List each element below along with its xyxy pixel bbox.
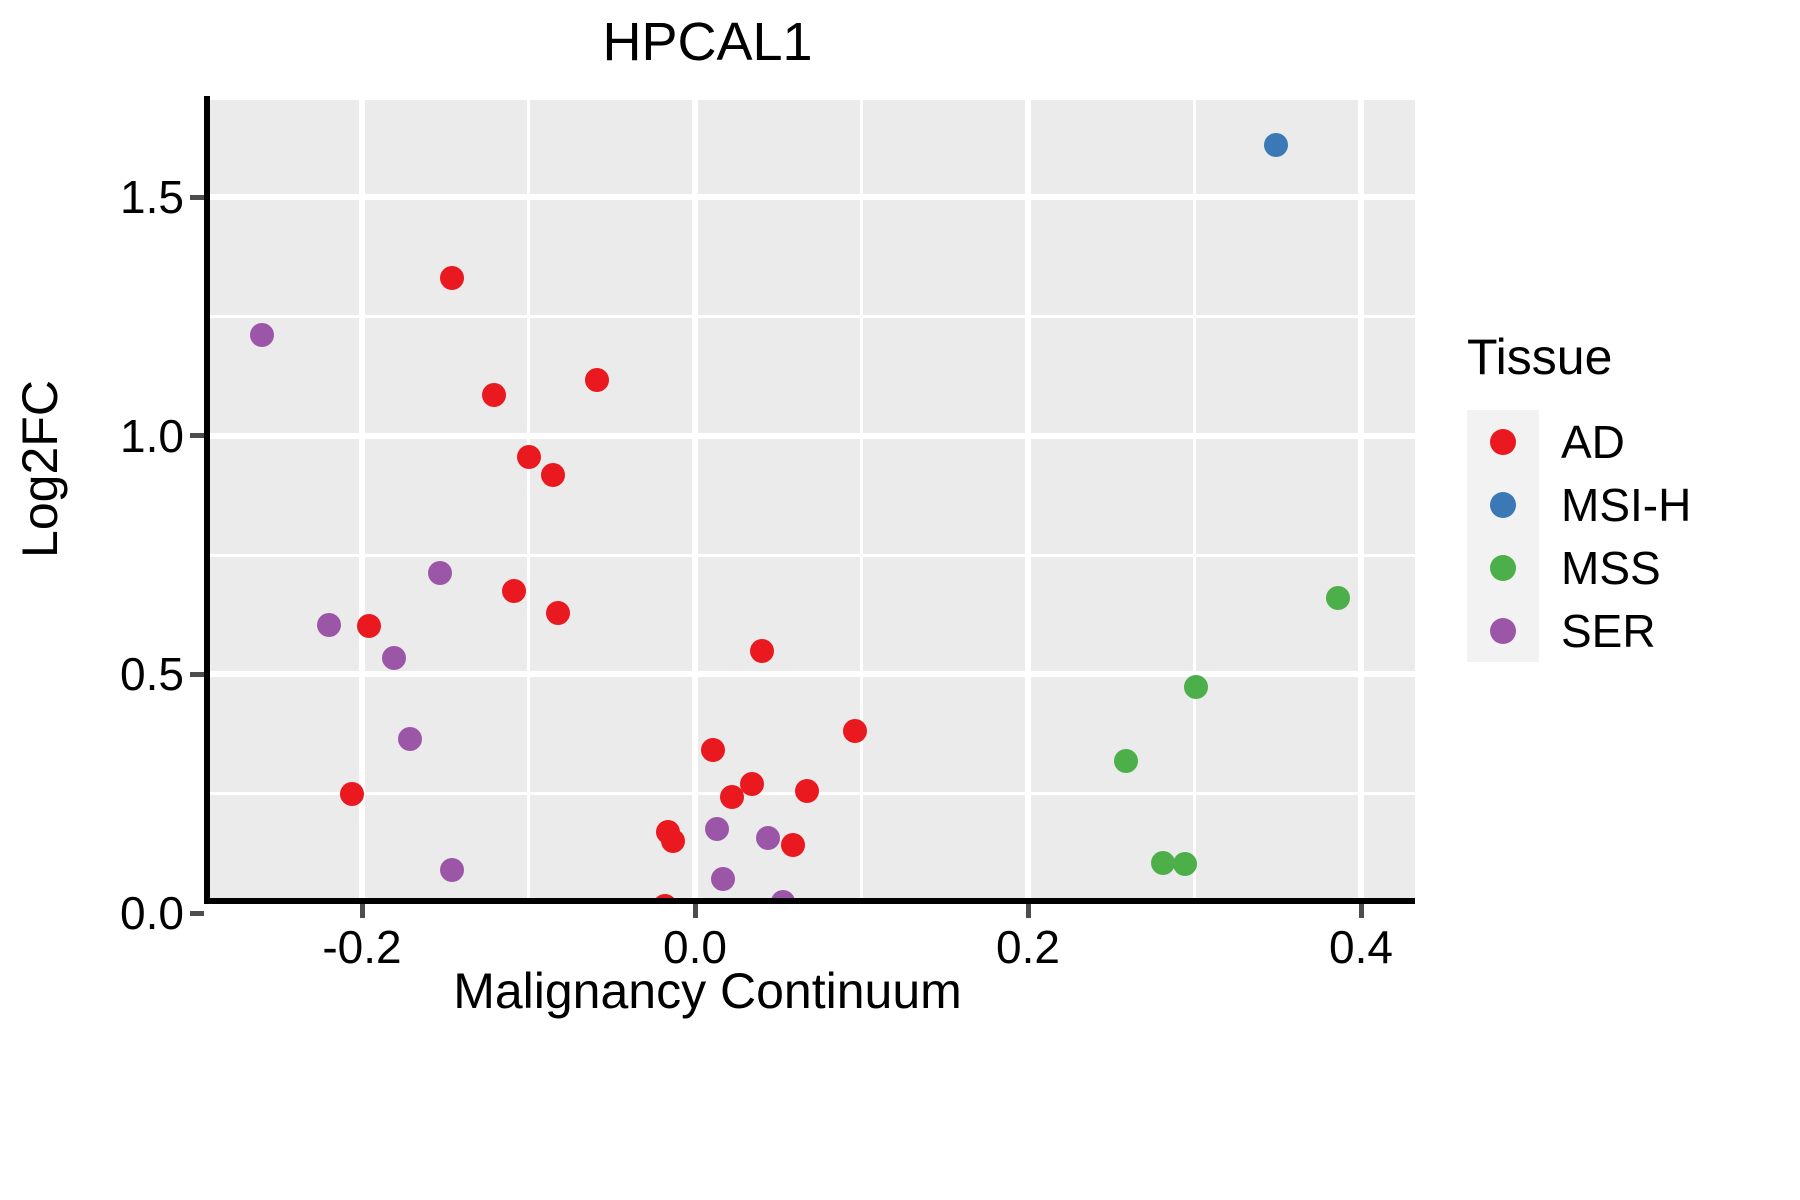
x-tick-label: 0.0 <box>663 921 727 973</box>
x-tick-label: 0.2 <box>996 921 1060 973</box>
scatter-point-ad <box>719 785 744 810</box>
scatter-point-ad <box>842 719 867 744</box>
scatter-point-ad <box>356 614 381 639</box>
legend-item-mss[interactable]: MSS <box>1455 536 1785 599</box>
legend-swatch <box>1467 599 1539 662</box>
scatter-point-ser <box>756 826 781 851</box>
y-tick <box>190 910 204 916</box>
scatter-point-ad <box>584 367 609 392</box>
legend-dot-icon <box>1490 428 1516 455</box>
scatter-point-mss <box>1172 851 1197 876</box>
x-tick <box>1025 904 1031 918</box>
scatter-point-ser <box>771 890 796 900</box>
y-axis-label: Log2FC <box>12 380 68 558</box>
scatter-point-ad <box>439 265 464 290</box>
legend-item-label: MSI-H <box>1561 478 1692 531</box>
legend-item-label: SER <box>1561 604 1656 657</box>
y-tick-label: 0.0 <box>120 887 184 939</box>
page-title: HPCAL1 <box>602 12 813 72</box>
scatter-point-ad <box>794 778 819 803</box>
scatter-point-ser <box>381 646 406 671</box>
legend-swatch <box>1467 410 1539 473</box>
y-tick <box>190 194 204 200</box>
y-tick-label: 1.0 <box>120 409 184 462</box>
y-axis-line <box>204 96 210 904</box>
legend-swatch <box>1467 473 1539 536</box>
scatter-point-ad <box>661 828 686 853</box>
x-tick <box>359 904 365 918</box>
gridline-major-x <box>1025 100 1031 900</box>
scatter-point-ad <box>739 772 764 797</box>
scatter-point-ser <box>250 322 275 347</box>
gridline-major-y <box>210 194 1415 201</box>
gridline-major-x <box>692 100 698 900</box>
legend-title: Tissue <box>1467 329 1613 385</box>
y-tick-label: 0.5 <box>120 648 184 701</box>
scatter-point-mss <box>1150 850 1175 875</box>
scatter-point-ad <box>501 578 526 603</box>
scatter-point-ser <box>704 816 729 841</box>
gridline-minor-x <box>527 100 530 900</box>
legend-dot-icon <box>1490 617 1516 644</box>
y-tick <box>190 671 204 677</box>
scatter-point-ser <box>711 867 736 892</box>
x-axis-label: Malignancy Continuum <box>453 963 962 1019</box>
gridline-minor-x <box>1193 100 1196 900</box>
scatter-point-ad <box>701 738 726 763</box>
y-tick-label: 1.5 <box>120 171 184 224</box>
x-axis-line <box>204 898 1415 904</box>
scatter-point-ad <box>749 638 774 663</box>
gridline-major-x <box>359 100 365 900</box>
legend-item-label: AD <box>1561 415 1625 468</box>
scatter-point-ad <box>546 600 571 625</box>
scatter-point-ad <box>781 832 806 857</box>
scatter-point-ad <box>340 782 364 807</box>
legend-items: AD MSI-H MSS SER <box>1455 410 1785 662</box>
scatter-point-mss <box>1114 749 1139 774</box>
gridline-minor-y <box>210 553 1415 557</box>
x-tick-label: -0.2 <box>322 921 402 973</box>
gridline-major-y <box>210 432 1415 439</box>
gridline-major-y <box>210 671 1415 678</box>
scatter-point-ad <box>481 383 506 408</box>
scatter-point-ser <box>398 726 423 751</box>
legend: Tissue AD MSI-H MSS SER <box>1455 330 1785 662</box>
legend-item-ad[interactable]: AD <box>1455 410 1785 473</box>
x-tick <box>692 904 698 918</box>
plot-panel <box>210 100 1415 900</box>
scatter-point-mss <box>1184 675 1209 700</box>
legend-dot-icon <box>1490 554 1516 581</box>
gridline-major-x <box>1358 100 1364 900</box>
legend-dot-icon <box>1490 491 1516 518</box>
legend-item-label: MSS <box>1561 541 1661 594</box>
gridline-minor-y <box>210 314 1415 318</box>
scatter-point-ser <box>316 612 341 637</box>
x-tick <box>1358 904 1364 918</box>
x-tick-label: 0.4 <box>1329 921 1393 973</box>
legend-item-msi-h[interactable]: MSI-H <box>1455 473 1785 536</box>
scatter-point-ser <box>428 560 453 585</box>
gridline-minor-x <box>860 100 863 900</box>
scatter-point-ad <box>541 462 566 487</box>
scatter-point-ser <box>439 858 464 883</box>
scatter-point-ad <box>653 893 678 900</box>
legend-item-ser[interactable]: SER <box>1455 599 1785 662</box>
scatter-point-msi-h <box>1264 132 1289 157</box>
scatter-point-mss <box>1325 585 1350 610</box>
y-tick <box>190 433 204 439</box>
legend-swatch <box>1467 536 1539 599</box>
scatter-point-ad <box>516 444 541 469</box>
